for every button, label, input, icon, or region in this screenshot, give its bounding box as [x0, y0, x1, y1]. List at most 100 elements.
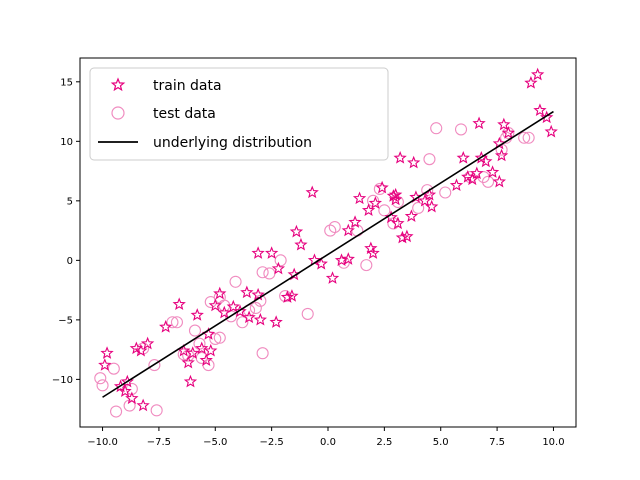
train-data-point [407, 155, 421, 169]
train-data-point [388, 192, 403, 206]
train-data-point [195, 341, 209, 355]
train-data-point [269, 315, 283, 328]
train-data-point [418, 193, 432, 207]
x-tick-label: 7.5 [489, 437, 505, 448]
x-tick-label: 5.0 [433, 437, 449, 448]
x-tick-label: 0.0 [320, 437, 336, 448]
x-tick-label: 10.0 [542, 437, 564, 448]
train-data-point [334, 253, 349, 267]
train-data-point [388, 187, 403, 201]
train-data-point [497, 117, 511, 131]
test-data-point [373, 182, 386, 195]
test-data-point [209, 332, 222, 345]
train-data-point [159, 320, 173, 333]
train-data-point [125, 391, 139, 405]
train-data-point [251, 287, 265, 301]
train-data-point [375, 180, 389, 194]
train-data-point [524, 76, 538, 89]
test-data-point [360, 259, 373, 272]
train-data-point [472, 116, 486, 130]
train-data-point [118, 384, 132, 397]
test-data-point [236, 316, 249, 329]
legend: train data test data underlying distribu… [89, 67, 389, 161]
train-data-point [233, 304, 247, 318]
train-data-point [391, 216, 405, 230]
train-data-point [305, 185, 319, 199]
train-data-point [540, 110, 554, 124]
train-data-point [501, 125, 516, 139]
train-data-point [393, 151, 407, 164]
underlying-distribution-line [102, 110, 554, 398]
train-data-point [314, 256, 328, 270]
test-data-point [454, 123, 468, 136]
train-data-point [425, 199, 439, 213]
train-data-point [341, 223, 355, 237]
test-data-point [430, 122, 443, 135]
train-data-point [120, 374, 135, 388]
x-tick-label: −2.5 [259, 437, 283, 448]
train-data-point [544, 124, 558, 138]
test-data-point [301, 307, 314, 320]
train-data-point [186, 346, 200, 359]
train-data-point [294, 237, 308, 251]
train-data-point [492, 174, 506, 188]
train-data-point [181, 355, 195, 369]
train-data-point [470, 166, 484, 180]
train-data-point [217, 305, 231, 319]
test-data-point [274, 254, 287, 267]
train-data-point [208, 298, 222, 312]
train-data-point [325, 271, 340, 284]
y-tick-label: −5 [58, 315, 73, 326]
test-data-point [188, 324, 202, 337]
test-data-point [110, 405, 123, 418]
y-tick-label: 10 [60, 137, 73, 148]
train-data-point [271, 261, 286, 275]
y-axis: −10 −5 0 5 10 15 [52, 77, 80, 386]
y-tick-label: 0 [67, 256, 73, 267]
test-data-point [423, 153, 436, 166]
train-data-point [400, 229, 414, 243]
test-data-point [367, 194, 380, 207]
x-tick-label: −5.0 [203, 437, 227, 448]
test-data-point [378, 204, 391, 217]
test-data-point [256, 347, 269, 360]
test-data-point [94, 372, 107, 385]
train-data-point [404, 209, 419, 222]
y-tick-label: 5 [67, 196, 73, 207]
train-data-point [100, 346, 114, 359]
train-data-point [226, 299, 240, 313]
legend-label-line: underlying distribution [153, 135, 312, 151]
test-data-point [439, 186, 452, 199]
train-data-point [341, 252, 355, 265]
test-data-point [213, 331, 226, 344]
train-data-point [253, 312, 268, 326]
train-data-point [172, 297, 186, 311]
train-data-point [199, 353, 213, 366]
train-data-point [289, 224, 304, 238]
test-data-point [148, 359, 161, 372]
test-data-point [518, 131, 531, 144]
legend-star-shape [110, 77, 126, 92]
train-data-point [204, 343, 218, 357]
legend-star-marker [110, 77, 126, 92]
train-data-point [368, 196, 383, 209]
train-data-point [384, 210, 398, 224]
y-tick-label: 15 [60, 77, 73, 88]
train-data-point [183, 374, 198, 388]
train-data-point [240, 285, 254, 299]
test-data-point [328, 220, 341, 234]
train-data-point [366, 246, 380, 259]
legend-label-train: train data [153, 78, 222, 94]
test-data-point [482, 175, 495, 188]
y-tick-label: −10 [52, 375, 73, 386]
test-data-point [170, 316, 183, 329]
train-data-point [251, 246, 265, 259]
train-data-point [134, 343, 148, 357]
test-data-point [166, 316, 179, 329]
test-data-point [522, 131, 535, 144]
train-data-point [479, 154, 493, 168]
legend-circle-marker [111, 106, 125, 120]
test-data-point [177, 348, 190, 361]
legend-label-test: test data [153, 106, 216, 122]
